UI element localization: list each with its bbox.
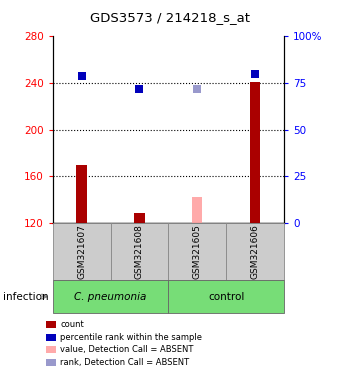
Text: count: count [60, 320, 84, 329]
Text: GSM321605: GSM321605 [193, 224, 202, 279]
Bar [226, 223, 284, 280]
Bar [250, 82, 260, 223]
Bar [110, 223, 168, 280]
Text: value, Detection Call = ABSENT: value, Detection Call = ABSENT [60, 345, 193, 354]
Text: rank, Detection Call = ABSENT: rank, Detection Call = ABSENT [60, 358, 189, 367]
Bar [53, 280, 168, 313]
Text: GDS3573 / 214218_s_at: GDS3573 / 214218_s_at [90, 11, 250, 24]
Bar [168, 223, 226, 280]
Bar [168, 280, 284, 313]
Text: infection: infection [3, 291, 49, 302]
Bar [76, 164, 87, 223]
Text: GSM321607: GSM321607 [77, 224, 86, 279]
Bar [53, 223, 110, 280]
Text: percentile rank within the sample: percentile rank within the sample [60, 333, 202, 342]
Text: GSM321608: GSM321608 [135, 224, 144, 279]
Text: C. pneumonia: C. pneumonia [74, 291, 147, 302]
Text: control: control [208, 291, 244, 302]
Bar [192, 197, 202, 223]
Text: GSM321606: GSM321606 [251, 224, 259, 279]
Bar [134, 214, 144, 223]
